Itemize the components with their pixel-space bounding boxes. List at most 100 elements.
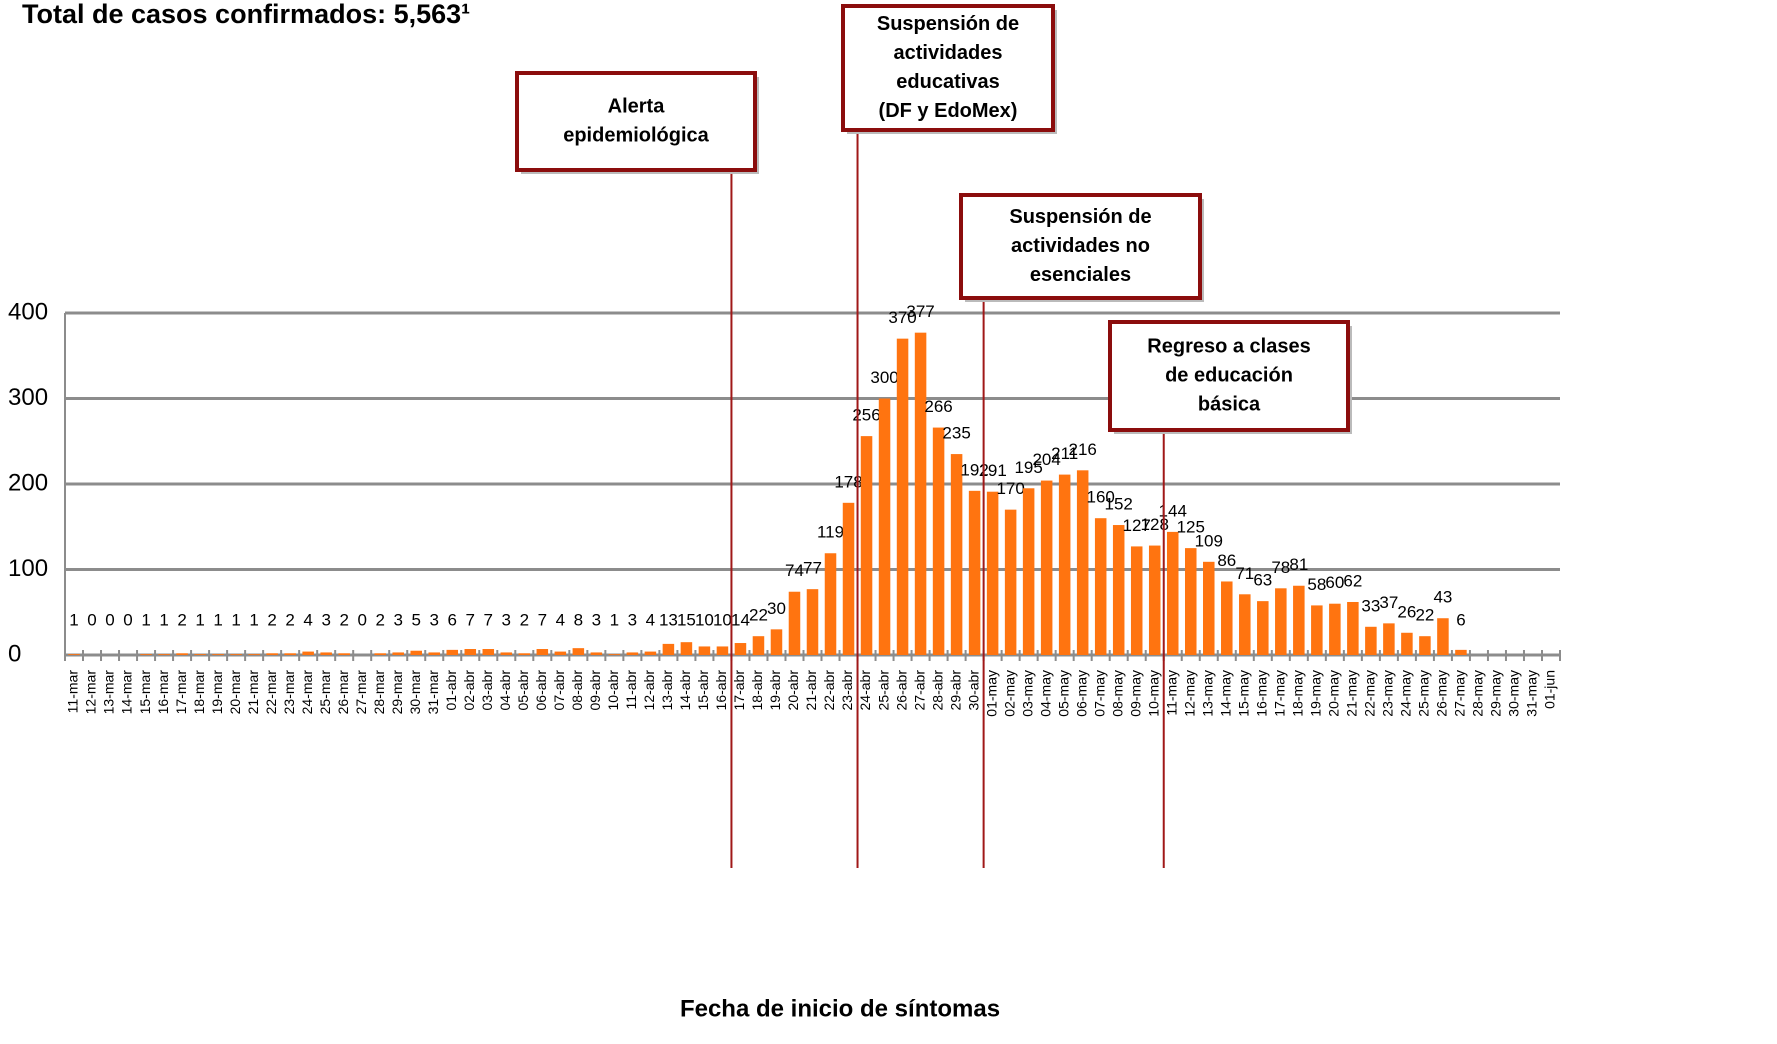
x-tick-label: 11-mar xyxy=(65,670,81,714)
value-label: 8 xyxy=(574,610,583,629)
bar xyxy=(1004,509,1017,655)
bar xyxy=(914,332,927,655)
value-label: 6 xyxy=(1456,610,1465,629)
bar xyxy=(1221,581,1233,655)
x-tick-label: 12-abr xyxy=(641,670,657,711)
value-label: 119 xyxy=(817,523,844,542)
x-tick-label: 23-abr xyxy=(839,670,855,711)
value-label: 1 xyxy=(213,610,222,629)
x-tick-label: 22-abr xyxy=(821,670,837,711)
bar xyxy=(230,654,242,655)
x-tick-label: 24-mar xyxy=(299,670,315,715)
x-tick-label: 07-may xyxy=(1091,670,1107,717)
bar xyxy=(320,652,332,655)
x-tick-label: 06-abr xyxy=(533,670,549,711)
bar xyxy=(374,653,386,655)
bar xyxy=(734,643,747,655)
bar xyxy=(194,654,206,655)
value-label: 2 xyxy=(177,610,186,629)
value-label: 0 xyxy=(105,610,114,629)
value-label: 300 xyxy=(870,368,898,387)
bar xyxy=(1184,548,1197,655)
value-label: 1 xyxy=(159,610,168,629)
bar xyxy=(644,651,657,655)
annotation-text: (DF y EdoMex) xyxy=(879,100,1018,122)
value-label: 2 xyxy=(375,610,384,629)
bar xyxy=(1112,525,1125,655)
value-label: 235 xyxy=(942,424,970,443)
x-tick-label: 01-may xyxy=(983,670,999,717)
value-label: 370 xyxy=(888,308,916,327)
y-tick-label: 400 xyxy=(8,298,48,325)
x-tick-label: 14-abr xyxy=(677,670,693,711)
x-tick-label: 14-mar xyxy=(119,670,135,715)
x-tick-label: 15-may xyxy=(1235,670,1251,717)
bar xyxy=(1437,618,1449,655)
value-label: 4 xyxy=(303,610,312,629)
annotation-text: Regreso a clases xyxy=(1147,335,1310,357)
x-tick-label: 06-may xyxy=(1073,670,1089,717)
value-label: 60 xyxy=(1325,573,1344,592)
x-tick-label: 31-mar xyxy=(425,670,441,715)
x-tick-label: 16-may xyxy=(1254,670,1270,717)
bar xyxy=(446,649,459,655)
annotation-text: esenciales xyxy=(1030,264,1131,286)
bar xyxy=(1365,626,1377,655)
x-tick-label: 12-may xyxy=(1181,670,1197,717)
bar xyxy=(860,436,873,655)
x-tick-label: 22-may xyxy=(1362,670,1378,717)
bar xyxy=(518,653,531,655)
bar xyxy=(428,652,441,655)
x-tick-label: 20-may xyxy=(1326,670,1342,717)
x-tick-label: 30-abr xyxy=(965,670,981,711)
value-label: 22 xyxy=(1415,606,1434,625)
value-label: 160 xyxy=(1087,488,1115,507)
x-tick-label: 19-mar xyxy=(209,670,225,715)
x-tick-label: 28-abr xyxy=(929,670,945,711)
x-tick-label: 09-abr xyxy=(587,670,603,711)
x-tick-label: 19-may xyxy=(1308,670,1324,717)
value-label: 0 xyxy=(357,610,366,629)
x-tick-label: 23-may xyxy=(1380,670,1396,717)
x-tick-label: 24-abr xyxy=(857,670,873,711)
x-tick-label: 21-mar xyxy=(245,670,261,715)
y-tick-label: 0 xyxy=(8,640,21,667)
value-label: 1 xyxy=(69,610,78,629)
x-tick-label: 19-abr xyxy=(767,670,783,711)
value-label: 71 xyxy=(1235,564,1254,583)
bar xyxy=(932,427,945,655)
bar xyxy=(410,650,422,655)
x-tick-label: 04-abr xyxy=(497,670,513,711)
x-tick-label: 07-abr xyxy=(551,670,567,711)
value-label: 15 xyxy=(677,610,696,629)
x-tick-label: 31-may xyxy=(1524,670,1540,717)
bar xyxy=(716,646,729,655)
x-tick-label: 15-mar xyxy=(137,670,153,715)
bar xyxy=(338,653,350,655)
annotation-box xyxy=(1108,320,1350,432)
x-tick-label: 10-may xyxy=(1145,670,1161,717)
bar xyxy=(554,651,567,655)
y-tick-label: 200 xyxy=(8,469,48,496)
value-label: 3 xyxy=(321,610,330,629)
value-label: 2 xyxy=(267,610,276,629)
bar xyxy=(1455,649,1467,655)
x-tick-label: 25-mar xyxy=(317,670,333,715)
x-tick-label: 03-may xyxy=(1019,670,1035,717)
x-tick-label: 24-may xyxy=(1398,670,1414,717)
x-tick-label: 10-abr xyxy=(605,670,621,711)
value-label: 37 xyxy=(1379,593,1398,612)
value-label: 22 xyxy=(749,606,768,625)
bar xyxy=(68,654,80,655)
value-label: 7 xyxy=(484,610,493,629)
bar xyxy=(1329,603,1341,655)
bar xyxy=(968,490,981,655)
x-tick-label: 13-mar xyxy=(101,670,117,715)
value-label: 192 xyxy=(960,460,988,479)
bar xyxy=(176,653,188,655)
bar xyxy=(212,654,224,655)
x-tick-label: 08-abr xyxy=(569,670,585,711)
annotation-box xyxy=(515,71,757,172)
value-label: 1 xyxy=(231,610,240,629)
annotation-text: Suspensión de xyxy=(1009,206,1151,228)
